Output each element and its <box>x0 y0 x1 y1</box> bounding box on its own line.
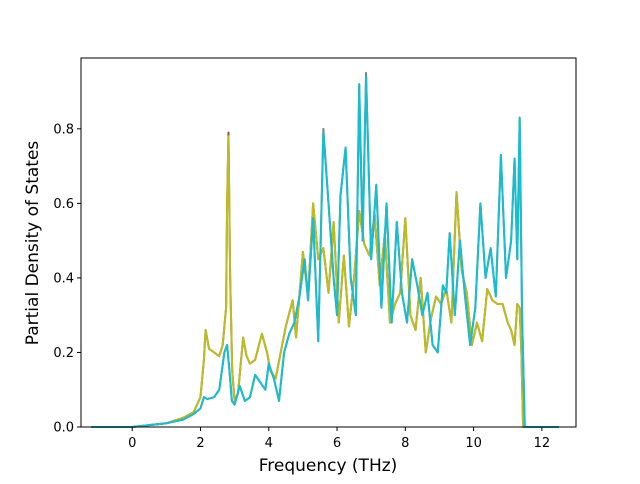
plot-area-background <box>81 58 576 427</box>
x-axis-label: Frequency (THz) <box>259 456 398 476</box>
y-axis-label: Partial Density of States <box>23 141 43 346</box>
x-tick-label: 4 <box>265 436 273 451</box>
x-tick-label: 6 <box>333 436 341 451</box>
y-tick-label: 0.8 <box>53 122 74 137</box>
x-tick-label: 2 <box>196 436 204 451</box>
x-tick-label: 12 <box>534 436 551 451</box>
y-tick-label: 0.0 <box>53 421 74 436</box>
x-tick-label: 8 <box>401 436 409 451</box>
x-tick-label: 0 <box>128 436 136 451</box>
y-axis-ticks: 0.0 0.2 0.4 0.6 0.8 <box>53 122 81 436</box>
x-axis-ticks: 0 2 4 6 8 10 12 <box>128 427 550 451</box>
plot-frame <box>80 57 577 428</box>
y-tick-label: 0.4 <box>53 271 74 286</box>
x-tick-label: 10 <box>465 436 482 451</box>
y-tick-label: 0.6 <box>53 197 74 212</box>
y-tick-label: 0.2 <box>53 346 74 361</box>
series-line-1 <box>91 135 559 428</box>
series-line-3 <box>91 75 559 428</box>
series-layer <box>91 71 559 428</box>
